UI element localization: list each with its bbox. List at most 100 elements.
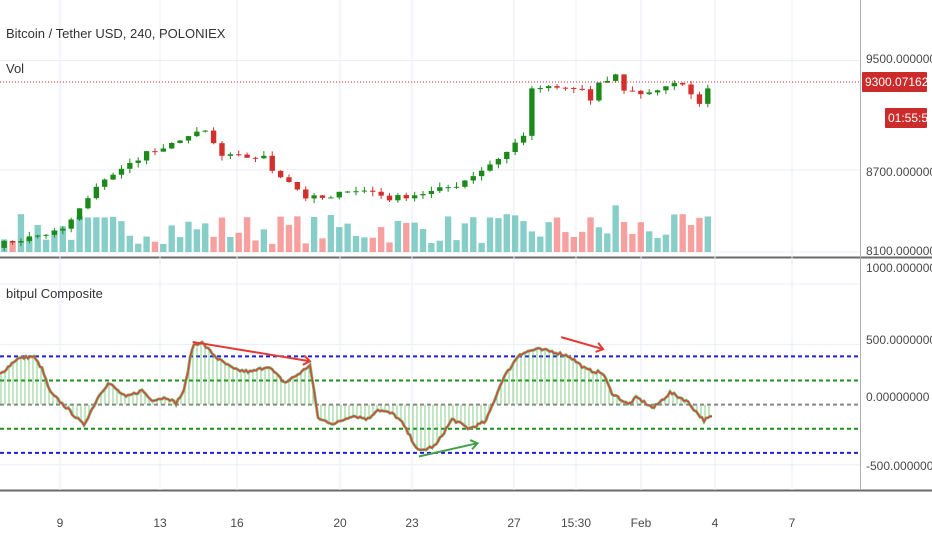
volume-bar <box>143 236 150 252</box>
volume-bar <box>210 236 217 252</box>
candle-body <box>227 154 234 156</box>
candle-body <box>319 195 326 198</box>
countdown-value: 01:55:54 <box>888 111 932 125</box>
divergence-arrowhead <box>302 354 312 366</box>
time-tick-label: 9 <box>57 516 64 530</box>
volume-bar <box>185 221 192 252</box>
price-tick-label: 9500.00000000 <box>866 52 932 66</box>
candle-body <box>370 190 376 192</box>
volume-bar <box>101 217 108 252</box>
volume-bar <box>369 237 376 252</box>
volume-bars <box>1 205 711 252</box>
volume-bar <box>620 221 628 252</box>
volume-bar <box>436 240 443 252</box>
volume-bar <box>637 222 644 252</box>
candle-body <box>219 143 225 156</box>
volume-bar <box>587 217 594 252</box>
volume-bar <box>269 243 276 252</box>
divergence-arrowhead <box>469 439 480 450</box>
volume-bar <box>260 229 268 252</box>
candle-body <box>386 195 393 201</box>
volume-bar <box>327 214 335 252</box>
candle-body <box>545 86 552 89</box>
candle-body <box>26 236 32 242</box>
candle-body <box>487 164 493 171</box>
candle-body <box>353 191 359 193</box>
volume-bar <box>528 231 536 252</box>
candle-body <box>646 92 652 95</box>
volume-bar <box>126 235 134 252</box>
candle-body <box>143 151 150 161</box>
candle-body <box>1 240 7 248</box>
divergence-line <box>560 336 604 351</box>
volume-bar <box>671 214 678 252</box>
candle-body <box>638 90 644 95</box>
candle-body <box>705 88 711 104</box>
candle-body <box>361 190 368 192</box>
volume-bar <box>294 216 301 252</box>
candle-body <box>529 88 535 136</box>
candle-body <box>437 187 443 191</box>
candle-body <box>60 228 66 231</box>
time-tick-label: 23 <box>405 516 419 530</box>
volume-bar <box>662 234 670 252</box>
volume-bar <box>118 221 125 252</box>
candle-body <box>252 157 259 159</box>
volume-bar <box>202 223 209 252</box>
volume-bar <box>461 223 469 252</box>
candle-body <box>76 208 83 220</box>
volume-bar <box>361 237 368 252</box>
volume-bar <box>176 237 184 252</box>
volume-bar <box>520 221 527 252</box>
volume-bar <box>553 217 561 252</box>
volume-bar <box>42 239 50 252</box>
volume-bar <box>495 218 502 252</box>
volume-bar <box>344 223 351 252</box>
candle-body <box>612 74 619 81</box>
candle-body <box>453 186 460 188</box>
candle-body <box>336 191 342 198</box>
candle-body <box>43 234 49 236</box>
volume-bar <box>26 237 33 252</box>
candle-body <box>445 187 451 189</box>
last-price-tag <box>862 72 927 92</box>
volume-bar <box>419 229 427 252</box>
candle-body <box>604 80 610 83</box>
volume-bar <box>687 225 695 252</box>
volume-bar <box>394 220 402 252</box>
volume-bar <box>252 240 259 252</box>
volume-bar <box>218 217 226 252</box>
price-tick-label: 8100.00000000 <box>866 244 932 258</box>
volume-bar <box>151 241 159 252</box>
volume-bar <box>9 241 16 252</box>
candle-body <box>102 179 108 187</box>
volume-bar <box>570 236 577 252</box>
volume-bar <box>109 216 117 252</box>
divergence-arrowhead <box>595 342 605 353</box>
time-tick-label: Feb <box>631 516 652 530</box>
time-tick-label: 15:30 <box>561 516 591 530</box>
candle-body <box>537 88 543 90</box>
time-axis[interactable]: 9 13 16 20 23 27 15:30 Feb 4 7 <box>57 516 796 530</box>
candle-body <box>680 83 686 85</box>
volume-bar <box>227 236 234 252</box>
candle-body <box>152 151 158 153</box>
candle-body <box>512 142 518 152</box>
candle-body <box>411 195 418 199</box>
volume-bar <box>403 222 410 252</box>
volume-bar <box>578 231 586 252</box>
candle-body <box>244 154 250 158</box>
volume-bar <box>193 229 201 252</box>
candle-body <box>236 154 242 156</box>
time-tick-label: 4 <box>712 516 719 530</box>
candle-body <box>688 84 694 95</box>
osc-tick-label: -500.00000000 <box>866 459 932 473</box>
candle-body <box>562 87 569 89</box>
volume-bar <box>562 232 569 252</box>
volume-bar <box>453 240 460 252</box>
volume-bar <box>444 216 452 252</box>
osc-tick-label: 500.00000000 <box>866 333 932 347</box>
candle-body <box>671 83 677 87</box>
countdown-tag <box>885 108 927 128</box>
